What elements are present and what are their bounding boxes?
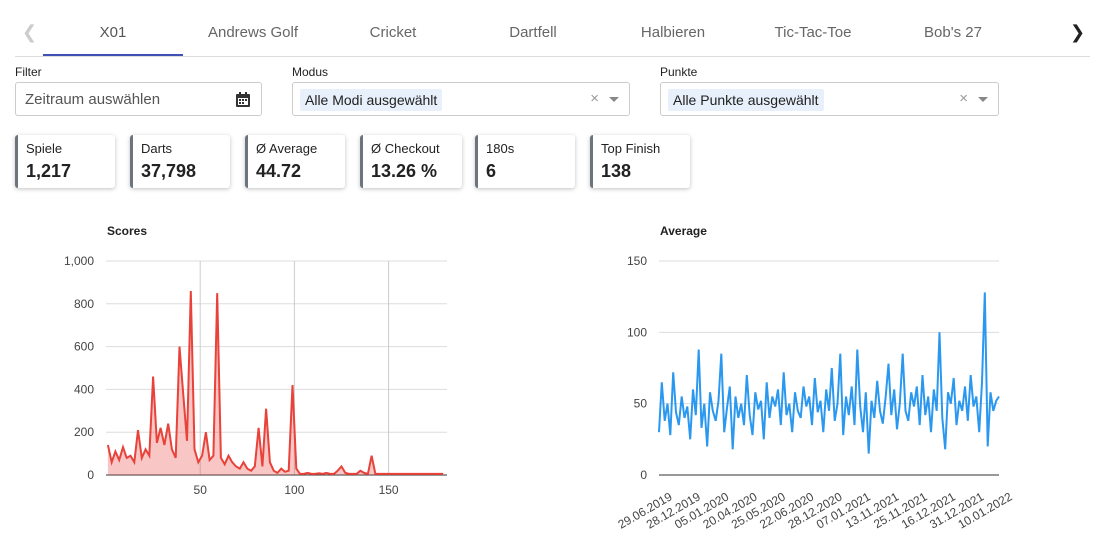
stat-label: Ø Checkout: [371, 141, 440, 156]
tab[interactable]: Cricket: [369, 24, 417, 41]
selected-chip: Alle Modi ausgewählt: [300, 89, 443, 111]
stat-value: 13.26 %: [371, 161, 438, 181]
stat-card: Spiele 1,217: [15, 135, 115, 188]
date-input[interactable]: Zeitraum auswählen: [15, 82, 262, 116]
area: [107, 291, 444, 475]
stat-value: 37,798: [141, 161, 197, 181]
y-tick-label: 50: [634, 397, 648, 411]
clear-icon[interactable]: ×: [590, 90, 599, 107]
stat-value: 44.72: [256, 161, 302, 181]
stat-value: 6: [486, 161, 497, 181]
stat-value: 1,217: [26, 161, 72, 181]
points-select[interactable]: Alle Punkte ausgewählt ×: [660, 82, 999, 116]
stat-card: Top Finish 138: [590, 135, 690, 188]
charts: Scores 0 200 400 600 800 1,000 50 100 150 Average 0…: [64, 224, 1015, 532]
tab[interactable]: X01: [43, 0, 183, 56]
stat-label: Spiele: [26, 141, 63, 156]
tab[interactable]: Tic-Tac-Toe: [774, 24, 852, 41]
y-tick-label: 0: [640, 468, 647, 482]
stat-label: Ø Average: [256, 141, 318, 156]
chart-title: Scores: [107, 224, 147, 238]
filter-label: Modus: [292, 65, 329, 79]
y-tick-label: 800: [74, 297, 94, 311]
stat-card: 180s 6: [475, 135, 575, 188]
tab[interactable]: Dartfell: [509, 24, 557, 41]
placeholder: Zeitraum auswählen: [25, 91, 161, 108]
y-tick-label: 600: [74, 340, 94, 354]
stat-value: 138: [601, 161, 632, 181]
tab[interactable]: Halbieren: [640, 24, 706, 41]
left-arrow[interactable]: ❮: [22, 22, 38, 42]
tab[interactable]: Andrews Golf: [207, 24, 299, 41]
y-tick-label: 400: [74, 382, 94, 396]
x-tick-label: 50: [194, 483, 208, 497]
tab[interactable]: Bob's 27: [924, 24, 982, 41]
filter-label: Punkte: [660, 65, 698, 79]
y-tick-label: 1,000: [64, 254, 94, 268]
x-tick-label: 100: [284, 483, 304, 497]
stat-card: Ø Checkout 13.26 %: [360, 135, 462, 188]
y-tick-label: 150: [627, 254, 647, 268]
y-tick-label: 200: [74, 425, 94, 439]
dropdown-arrow: [609, 97, 619, 107]
stat-card: Ø Average 44.72: [245, 135, 345, 188]
stat-label: Darts: [141, 141, 173, 156]
stat-label: Top Finish: [601, 141, 661, 156]
y-tick-label: 100: [627, 325, 647, 339]
x-tick-label: 150: [379, 483, 399, 497]
stat-label: 180s: [486, 141, 515, 156]
chart-title: Average: [660, 224, 707, 238]
tab-divider: [15, 56, 1090, 57]
clear-icon[interactable]: ×: [959, 90, 968, 107]
selected-chip: Alle Punkte ausgewählt: [668, 89, 824, 111]
right-arrow[interactable]: ❯: [1070, 22, 1086, 42]
mode-select[interactable]: Alle Modi ausgewählt ×: [292, 82, 630, 116]
stat-card: Darts 37,798: [130, 135, 230, 188]
y-tick-label: 0: [87, 468, 94, 482]
dropdown-arrow: [978, 97, 988, 107]
filter-label: Filter: [15, 65, 42, 79]
calendar-icon: [236, 92, 250, 107]
line: [658, 292, 1000, 454]
line: [106, 290, 444, 476]
